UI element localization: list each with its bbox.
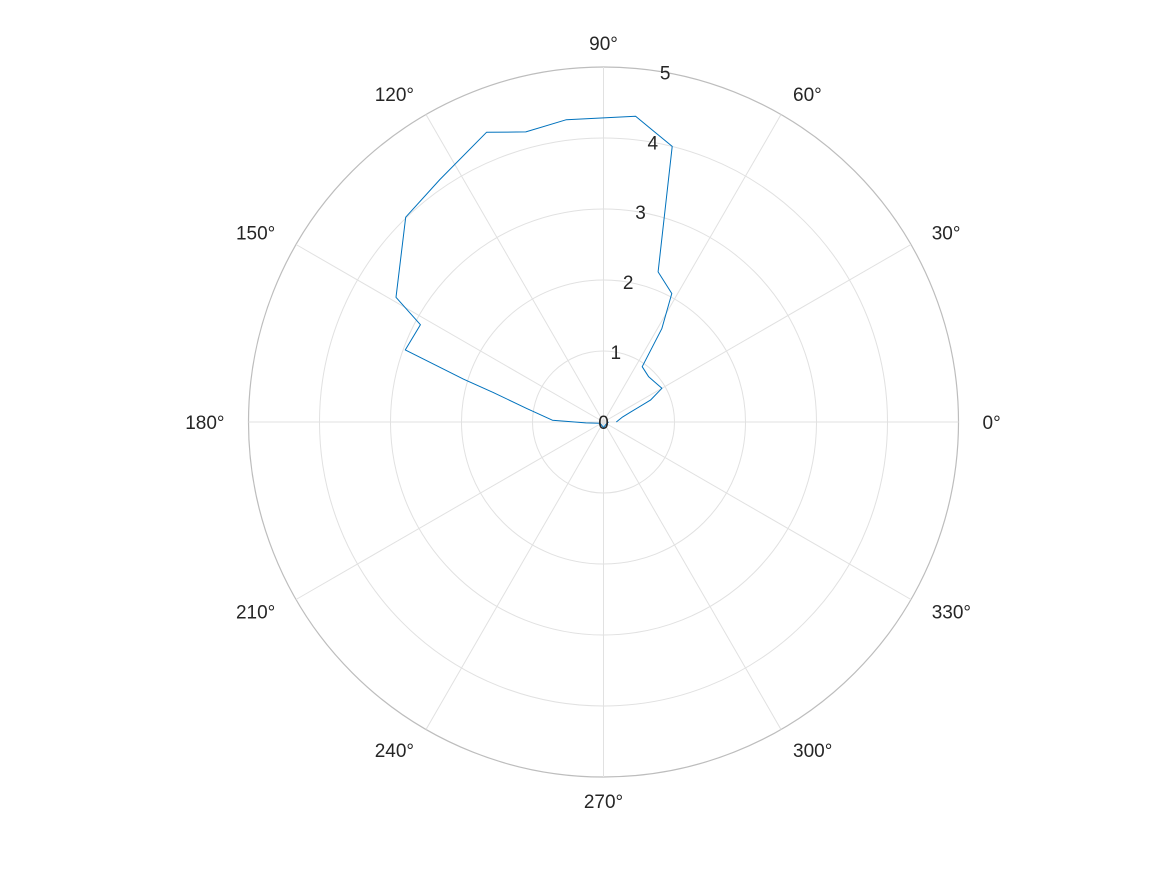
r-tick-label: 2 bbox=[623, 273, 634, 294]
spoke-300 bbox=[603, 421, 782, 730]
series-line bbox=[395, 115, 673, 429]
axis-labels: 0° 30° 60° 90° 120° 150° 180° 210° 240° 270° 300° 3… bbox=[185, 34, 1000, 813]
series-layer bbox=[395, 115, 673, 429]
spoke-120 bbox=[425, 114, 604, 423]
theta-tick-label: 330° bbox=[932, 603, 971, 624]
spoke-330 bbox=[603, 421, 912, 600]
theta-tick-label: 30° bbox=[932, 224, 961, 245]
polar-grid bbox=[247, 66, 960, 778]
theta-tick-label: 90° bbox=[589, 34, 618, 55]
theta-tick-label: 150° bbox=[236, 224, 275, 245]
spoke-210 bbox=[295, 421, 604, 600]
r-tick-label: 3 bbox=[635, 203, 646, 224]
theta-tick-label: 240° bbox=[375, 741, 414, 762]
theta-tick-label: 300° bbox=[793, 741, 832, 762]
r-tick-label: 5 bbox=[660, 63, 671, 84]
spoke-150 bbox=[295, 244, 604, 423]
theta-tick-label: 60° bbox=[793, 85, 822, 106]
spoke-240 bbox=[425, 421, 604, 730]
r-tick-label: 1 bbox=[611, 343, 622, 364]
spoke-60 bbox=[603, 114, 782, 423]
spoke-30 bbox=[603, 244, 912, 423]
theta-tick-label: 180° bbox=[185, 413, 224, 434]
theta-tick-label: 270° bbox=[584, 792, 623, 813]
theta-tick-label: 120° bbox=[375, 85, 414, 106]
theta-tick-label: 0° bbox=[983, 413, 1001, 434]
theta-tick-label: 210° bbox=[236, 603, 275, 624]
r-tick-label: 0 bbox=[598, 413, 609, 434]
r-tick-label: 4 bbox=[648, 133, 659, 154]
